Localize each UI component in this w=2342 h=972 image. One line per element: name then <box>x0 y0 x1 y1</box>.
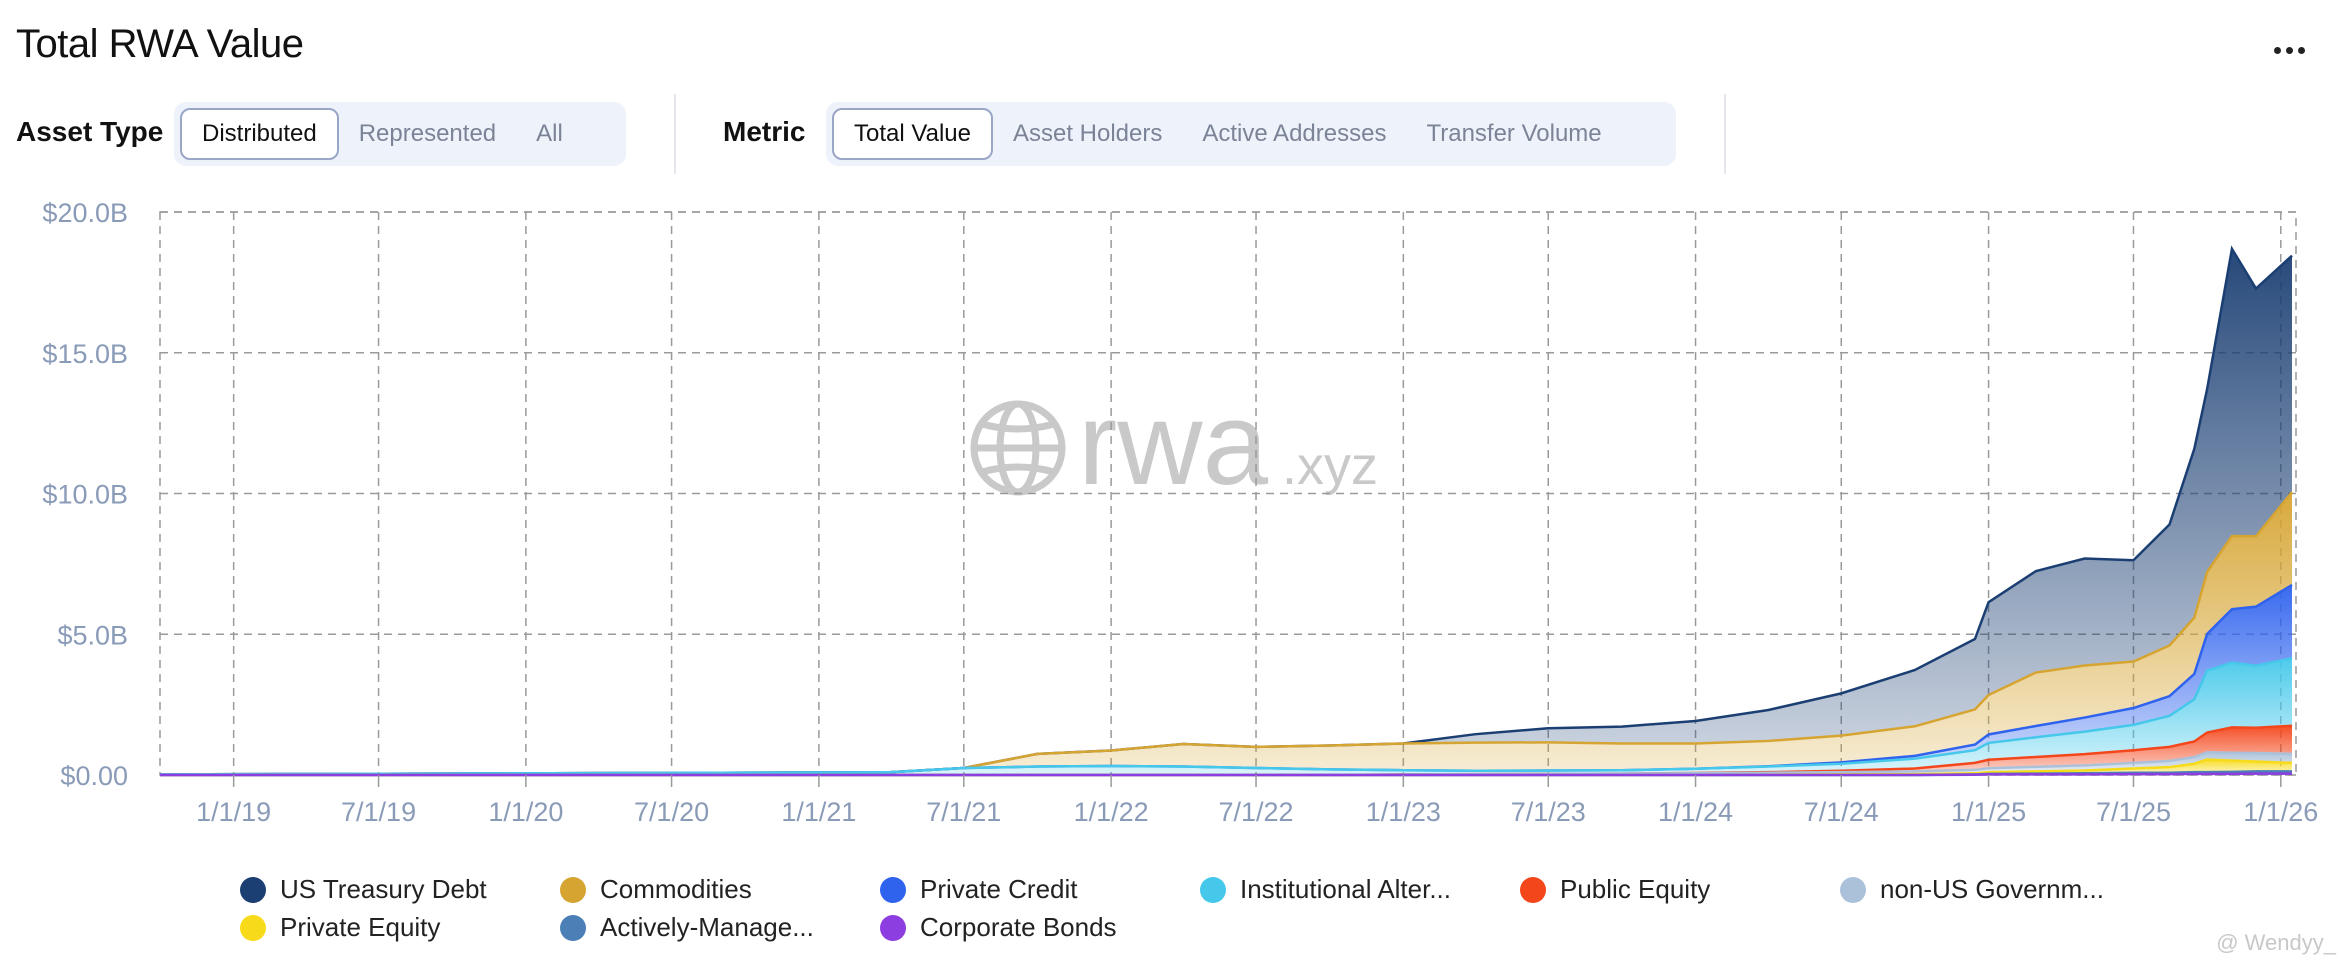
metric-label: Metric <box>723 116 806 147</box>
legend-label: Private Credit <box>920 874 1078 904</box>
x-tick-label: 7/1/24 <box>1804 797 1879 827</box>
metric-active-addresses[interactable]: Active Addresses <box>1202 120 1387 147</box>
legend-dot-icon <box>240 876 266 903</box>
legend-item[interactable]: Institutional Alter... <box>1200 874 1451 905</box>
y-tick-label: $20.0B <box>42 198 128 228</box>
legend-label: Actively-Manage... <box>600 912 814 942</box>
legend-item[interactable]: Public Equity <box>1520 874 1710 905</box>
asset-type-distributed[interactable]: Distributed <box>180 108 339 160</box>
legend-label: Corporate Bonds <box>920 912 1117 942</box>
x-tick-label: 1/1/22 <box>1074 797 1149 827</box>
watermark-credit: @ Wendyy_ <box>2216 930 2336 955</box>
asset-type-all[interactable]: All <box>536 120 563 147</box>
watermark-suffix: .xyz <box>1282 436 1378 496</box>
legend-dot-icon <box>880 876 906 903</box>
legend-item[interactable]: US Treasury Debt <box>240 874 487 905</box>
legend-dot-icon <box>1520 876 1546 903</box>
legend-dot-icon <box>1840 876 1866 903</box>
x-tick-label: 7/1/20 <box>634 797 709 827</box>
legend-item[interactable]: Commodities <box>560 874 752 905</box>
y-tick-label: $0.00 <box>60 761 128 791</box>
legend-item[interactable]: Corporate Bonds <box>880 912 1117 943</box>
divider <box>1724 94 1726 174</box>
area-series <box>160 248 2292 775</box>
legend-dot-icon <box>560 876 586 903</box>
x-tick-label: 1/1/24 <box>1658 797 1733 827</box>
metric-asset-holders[interactable]: Asset Holders <box>1012 120 1163 147</box>
asset-type-represented[interactable]: Represented <box>358 120 497 147</box>
legend-dot-icon <box>1200 876 1226 903</box>
legend-item[interactable]: Private Credit <box>880 874 1078 905</box>
x-tick-label: 7/1/19 <box>341 797 416 827</box>
watermark-brand: rwa <box>1078 378 1269 510</box>
legend-item[interactable]: non-US Governm... <box>1840 874 2104 905</box>
legend-item[interactable]: Private Equity <box>240 912 440 943</box>
area-series <box>160 492 2292 775</box>
x-tick-label: 7/1/21 <box>926 797 1001 827</box>
x-tick-label: 7/1/25 <box>2096 797 2171 827</box>
x-tick-label: 1/1/25 <box>1951 797 2026 827</box>
asset-type-segmented-control: Distributed Represented All <box>174 102 626 166</box>
legend-dot-icon <box>880 914 906 941</box>
x-tick-label: 1/1/23 <box>1366 797 1441 827</box>
x-tick-label: 1/1/20 <box>488 797 563 827</box>
x-tick-label: 7/1/22 <box>1218 797 1293 827</box>
x-tick-label: 1/1/26 <box>2243 797 2318 827</box>
x-tick-label: 1/1/21 <box>781 797 856 827</box>
y-tick-label: $10.0B <box>42 480 128 510</box>
legend-item[interactable]: Actively-Manage... <box>560 912 814 943</box>
legend-label: US Treasury Debt <box>280 874 487 904</box>
y-tick-label: $15.0B <box>42 339 128 369</box>
y-tick-label: $5.0B <box>57 620 128 650</box>
more-options-icon[interactable] <box>2266 30 2312 70</box>
metric-total-value[interactable]: Total Value <box>832 108 993 160</box>
legend-label: Institutional Alter... <box>1240 874 1452 904</box>
series-line <box>159 491 2293 776</box>
x-tick-label: 1/1/19 <box>196 797 271 827</box>
legend-label: Commodities <box>600 874 752 904</box>
legend-dot-icon <box>240 914 266 941</box>
stacked-area-chart: rwa .xyz $0.00 $5.0B $10.0B $15.0B $20.0B 1/… <box>42 198 2318 827</box>
rwa-watermark: rwa .xyz <box>970 378 1378 510</box>
legend-label: Public Equity <box>1560 874 1711 904</box>
metric-segmented-control: Total Value Asset Holders Active Address… <box>826 102 1676 166</box>
asset-type-label: Asset Type <box>16 116 164 147</box>
metric-transfer-volume[interactable]: Transfer Volume <box>1426 120 1602 147</box>
page-title: Total RWA Value <box>16 22 304 66</box>
series-line <box>160 772 2292 777</box>
x-tick-label: 7/1/23 <box>1511 797 1586 827</box>
globe-icon <box>970 400 1066 496</box>
legend-dot-icon <box>560 914 586 941</box>
divider <box>674 94 676 174</box>
series-line <box>159 656 2293 776</box>
legend-label: Private Equity <box>280 912 441 942</box>
legend-label: non-US Governm... <box>1880 874 2104 904</box>
